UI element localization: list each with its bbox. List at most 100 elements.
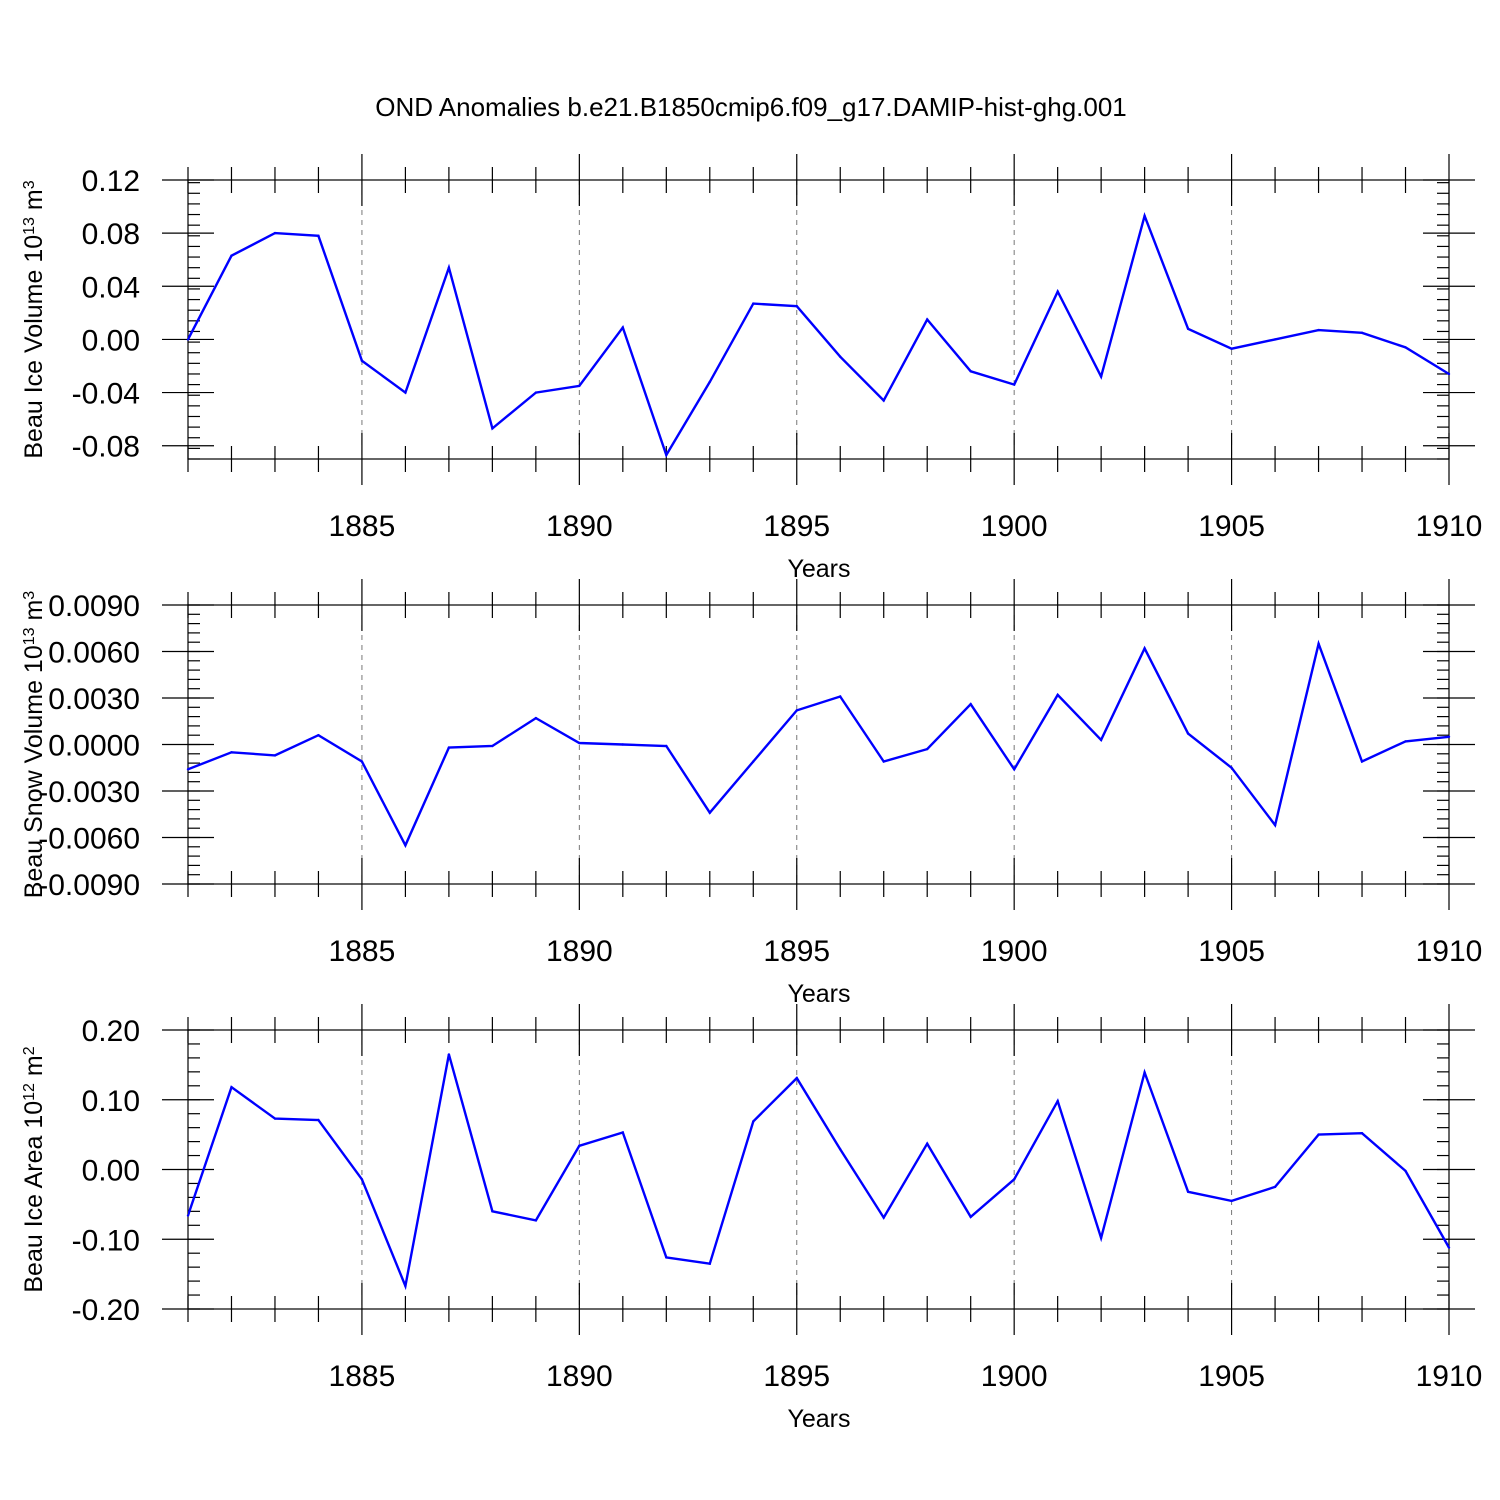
x-tick-label: 1910 <box>1416 935 1483 968</box>
data-point-1897 <box>882 399 885 402</box>
data-point-1893 <box>708 811 711 814</box>
data-point-1896 <box>839 1148 842 1151</box>
data-point-1904 <box>1186 327 1190 330</box>
data-point-1895 <box>795 305 798 308</box>
y-tick-label: 0.0030 <box>48 683 140 716</box>
data-point-1909 <box>1404 1169 1407 1173</box>
data-point-1904 <box>1186 1190 1190 1194</box>
data-point-1907 <box>1317 328 1320 332</box>
data-point-1902 <box>1099 738 1103 742</box>
data-point-1909 <box>1404 740 1407 743</box>
data-point-1881 <box>186 1214 190 1217</box>
data-point-1890 <box>578 384 581 388</box>
y-tick-label: 0.0000 <box>48 730 140 763</box>
series-line <box>188 212 1449 458</box>
data-point-1884 <box>317 734 320 737</box>
x-tick-label: 1905 <box>1198 510 1265 543</box>
x-tick-label: 1890 <box>546 510 613 543</box>
data-point-1900 <box>1013 1178 1016 1181</box>
data-point-1893 <box>708 1262 711 1265</box>
y-tick-label: -0.0030 <box>38 776 140 809</box>
y-axis-title-text: Beau Ice Area 10 <box>20 1101 48 1293</box>
data-point-1884 <box>317 234 320 237</box>
x-tick-label: 1885 <box>329 1360 396 1393</box>
y-axis-title: Beau Ice Area 1012 m2 <box>20 1046 48 1292</box>
x-axis-title: Years <box>787 555 850 583</box>
series-line <box>188 639 1449 849</box>
data-point-1885 <box>360 760 364 763</box>
plot-frame <box>187 1029 1450 1310</box>
panels: -0.08 -0.04 0.00 0.04 0.08 0.12 1885 1890 1895 19… <box>20 154 1482 1433</box>
data-point-1901 <box>1056 693 1059 697</box>
series-line <box>188 1054 1449 1291</box>
y-tick-label: 0.04 <box>82 271 140 304</box>
data-point-1904 <box>1186 732 1190 735</box>
x-tick-label: 1890 <box>546 935 613 968</box>
data-point-1895 <box>795 709 798 712</box>
y-tick-label: 0.00 <box>82 324 140 357</box>
data-point-1906 <box>1273 1185 1277 1189</box>
data-point-1910 <box>1447 372 1451 376</box>
x-tick-label: 1895 <box>763 510 830 543</box>
data-point-1892 <box>665 744 668 748</box>
data-point-1888 <box>491 1210 494 1213</box>
x-tick-label: 1895 <box>763 1360 830 1393</box>
data-point-1897 <box>882 760 885 763</box>
data-point-1889 <box>534 716 538 720</box>
panel-1: -0.08 -0.04 0.00 0.04 0.08 0.12 1885 1890 1895 19… <box>20 154 1482 583</box>
data-point-1883 <box>273 231 277 235</box>
y-axis-title-unit: m <box>20 600 48 628</box>
data-point-1898 <box>926 1142 929 1145</box>
y-axis-title-unit: m <box>20 189 48 217</box>
data-point-1887 <box>447 266 451 269</box>
y-axis-title: Beau Ice Volume 1013 m3 <box>20 180 48 458</box>
data-point-1901 <box>1056 290 1059 293</box>
data-point-1888 <box>491 744 494 748</box>
y-axis-title-unit-sup: 3 <box>21 180 38 189</box>
data-point-1886 <box>404 1284 407 1288</box>
data-point-1883 <box>273 1117 277 1120</box>
y-tick-label: -0.0060 <box>38 823 140 856</box>
data-point-1905 <box>1230 1199 1233 1203</box>
x-axis-title: Years <box>787 1405 850 1433</box>
panel-2: -0.0090 -0.0060 -0.0030 0.0000 0.0030 0.0060 0… <box>20 579 1482 1008</box>
y-axis-title-sup: 12 <box>21 1083 38 1101</box>
y-tick-label: 0.12 <box>82 165 140 198</box>
data-point-1890 <box>578 741 581 745</box>
data-point-1881 <box>186 338 190 341</box>
y-axis-title-sup: 13 <box>21 627 38 645</box>
data-point-1898 <box>926 318 929 321</box>
x-tick-label: 1890 <box>546 1360 613 1393</box>
data-point-1908 <box>1360 331 1364 334</box>
data-point-1905 <box>1230 347 1233 350</box>
data-point-1901 <box>1056 1099 1059 1103</box>
y-axis-title-text: Beau Ice Volume 10 <box>20 235 48 459</box>
data-point-1882 <box>230 1086 233 1089</box>
y-tick-label: 0.0090 <box>48 590 140 623</box>
y-axis-title: Beau Snow Volume 1013 m3 <box>20 591 48 899</box>
y-tick-label: -0.0090 <box>38 869 140 902</box>
data-point-1910 <box>1447 735 1451 738</box>
data-point-1891 <box>621 1131 624 1134</box>
data-point-1907 <box>1317 642 1320 645</box>
y-tick-label: -0.10 <box>72 1224 140 1257</box>
data-point-1905 <box>1230 766 1233 769</box>
data-point-1899 <box>969 703 972 706</box>
y-tick-label: -0.04 <box>72 378 140 411</box>
data-point-1887 <box>447 746 451 749</box>
data-point-1890 <box>578 1144 581 1148</box>
data-point-1896 <box>839 355 842 358</box>
data-point-1884 <box>317 1118 320 1122</box>
data-point-1903 <box>1143 647 1146 650</box>
data-point-1908 <box>1360 1132 1364 1135</box>
x-tick-label: 1900 <box>981 935 1048 968</box>
data-point-1906 <box>1273 338 1277 341</box>
x-tick-label: 1905 <box>1198 935 1265 968</box>
data-point-1891 <box>621 326 624 329</box>
data-point-1897 <box>882 1216 885 1219</box>
data-point-1899 <box>969 370 972 373</box>
y-tick-label: 0.00 <box>82 1155 140 1188</box>
data-point-1900 <box>1013 768 1016 771</box>
data-point-1902 <box>1099 375 1103 378</box>
data-point-1886 <box>404 391 407 394</box>
